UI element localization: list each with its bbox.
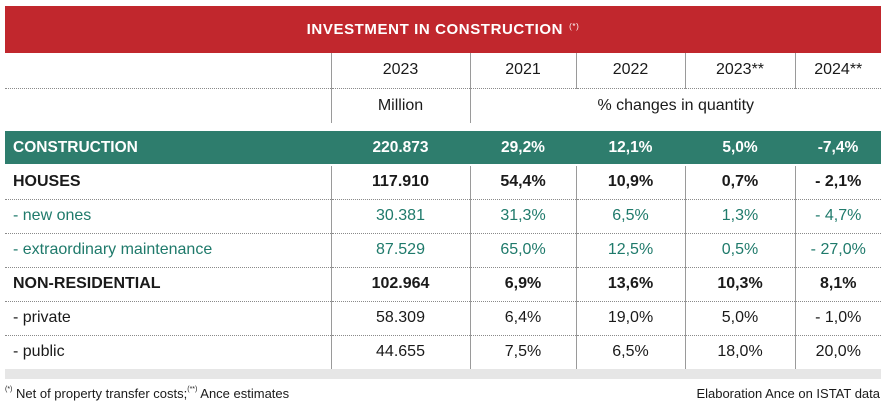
cell-2021: 29,2% [470,131,576,166]
row-label: - private [5,301,331,336]
cell-2024: 20,0% [794,335,881,369]
footnote-mark-1: (*) [5,385,13,393]
cell-2022: 13,6% [575,267,685,302]
footnote-text-2: Ance estimates [197,386,290,401]
cell-2021: 7,5% [469,335,576,369]
title-note: (*) [569,22,580,31]
cell-2023: 18,0% [684,335,795,369]
cell-2023: 5,0% [685,131,795,166]
row-label: - new ones [5,199,331,234]
header-year-2024-est: 2024** [794,53,881,89]
row-label: NON-RESIDENTIAL [5,267,331,302]
cell-2021: 6,4% [469,301,576,336]
cell-million: 58.309 [330,301,470,336]
table-row: - public 44.655 7,5% 6,5% 18,0% 20,0% [5,335,881,369]
cell-2021: 65,0% [469,233,576,268]
row-label: HOUSES [5,165,331,200]
footnote-mark-2: (**) [187,385,198,393]
table-row: CONSTRUCTION 220.873 29,2% 12,1% 5,0% -7… [5,131,881,166]
header-empty-cell [5,88,331,123]
header-year-2023: 2023 [330,53,470,89]
cell-2022: 19,0% [575,301,685,336]
cell-2024: -7,4% [795,131,881,166]
cell-2024: - 1,0% [794,301,881,336]
table-row: NON-RESIDENTIAL 102.964 6,9% 13,6% 10,3%… [5,267,881,302]
cell-million: 220.873 [331,131,470,166]
header-units-row: Million % changes in quantity [5,88,881,123]
cell-2022: 12,5% [575,233,685,268]
cell-2023: 1,3% [684,199,795,234]
table-row: - private 58.309 6,4% 19,0% 5,0% - 1,0% [5,301,881,336]
cell-2024: 8,1% [794,267,881,302]
cell-million: 117.910 [330,165,470,200]
cell-2021: 31,3% [469,199,576,234]
footnote-text-1: Net of property transfer costs; [12,386,188,401]
table-title-bar: INVESTMENT IN CONSTRUCTION (*) [5,6,881,53]
cell-2022: 6,5% [575,199,685,234]
cell-2024: - 4,7% [794,199,881,234]
header-year-2021: 2021 [469,53,576,89]
cell-2023: 0,5% [684,233,795,268]
row-label: - public [13,343,65,361]
cell-2022: 10,9% [575,165,685,200]
cell-million: 30.381 [330,199,470,234]
cell-2024: - 27,0% [794,233,881,268]
table-row: HOUSES 117.910 54,4% 10,9% 0,7% - 2,1% [5,165,881,200]
cell-million: 87.529 [330,233,470,268]
cell-2022: 6,5% [575,335,685,369]
table-title: INVESTMENT IN CONSTRUCTION [306,21,564,38]
cell-2022: 12,1% [576,131,685,166]
cell-2023: 5,0% [684,301,795,336]
cell-2021: 54,4% [469,165,576,200]
investment-table-panel: INVESTMENT IN CONSTRUCTION (*) 2023 2021 … [5,6,881,379]
header-unit-million: Million [330,88,470,123]
investment-table: 2023 2021 2022 2023** 2024** Million % c… [5,53,881,369]
row-label: - extraordinary maintenance [5,233,331,268]
header-years-row: 2023 2021 2022 2023** 2024** [5,53,881,89]
row-label: CONSTRUCTION [5,131,331,166]
cell-2023: 10,3% [684,267,795,302]
cell-million: 44.655 [330,335,470,369]
cell-2024: - 2,1% [794,165,881,200]
header-year-2022: 2022 [575,53,685,89]
header-empty-cell [5,53,331,89]
cell-2021: 6,9% [469,267,576,302]
cell-million: 102.964 [330,267,470,302]
header-unit-changes: % changes in quantity [469,88,881,123]
footnote: (*) Net of property transfer costs;(**) … [5,386,289,401]
table-row: - extraordinary maintenance 87.529 65,0%… [5,233,881,268]
table-row: - new ones 30.381 31,3% 6,5% 1,3% - 4,7% [5,199,881,234]
cell-2023: 0,7% [684,165,795,200]
table-bottom-strip [5,369,881,379]
header-year-2023-est: 2023** [684,53,795,89]
source-note: Elaboration Ance on ISTAT data [696,386,880,401]
